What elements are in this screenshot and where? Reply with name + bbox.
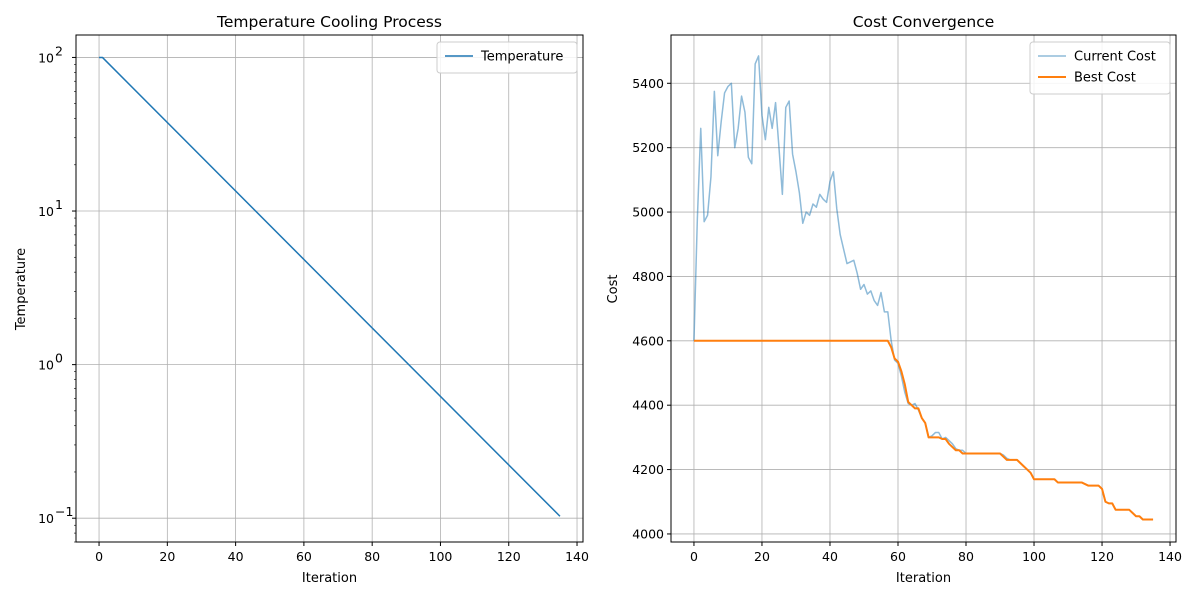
legend-label: Current Cost xyxy=(1074,50,1156,65)
y-tick-label: 5200 xyxy=(632,140,664,155)
x-tick-label: 120 xyxy=(497,549,521,564)
x-axis-label: Iteration xyxy=(896,571,951,586)
legend-label: Best Cost xyxy=(1074,71,1136,86)
legend-box xyxy=(1029,41,1171,95)
x-tick-label: 80 xyxy=(364,549,380,564)
x-tick-label: 100 xyxy=(429,549,453,564)
y-tick-label: 10 xyxy=(38,204,54,219)
x-tick-label: 60 xyxy=(890,549,906,564)
x-tick-label: 20 xyxy=(754,549,770,564)
best-cost-line xyxy=(693,339,1154,521)
y-tick-exponent: −1 xyxy=(55,504,73,519)
x-tick-label: 140 xyxy=(565,549,589,564)
x-tick-label: 20 xyxy=(159,549,175,564)
legend: Temperature xyxy=(436,41,578,74)
plot-frame xyxy=(670,34,1177,543)
current-cost-line xyxy=(693,55,1154,521)
y-tick-label: 5000 xyxy=(632,205,664,220)
y-tick-exponent: 2 xyxy=(55,43,63,58)
y-tick-label: 4800 xyxy=(632,269,664,284)
y-tick-label: 10 xyxy=(38,511,54,526)
legend-box xyxy=(436,41,578,74)
legend-label: Temperature xyxy=(480,50,563,65)
x-tick-label: 140 xyxy=(1158,549,1182,564)
plot-frame xyxy=(75,34,584,543)
x-tick-label: 0 xyxy=(95,549,103,564)
y-tick-label: 4200 xyxy=(632,462,664,477)
y-tick-label: 4600 xyxy=(632,333,664,348)
y-tick-label: 4400 xyxy=(632,398,664,413)
chart-title: Temperature Cooling Process xyxy=(216,13,442,31)
y-axis-label: Temperature xyxy=(14,248,29,331)
y-tick-exponent: 0 xyxy=(55,351,63,366)
x-tick-label: 80 xyxy=(958,549,974,564)
x-tick-label: 40 xyxy=(822,549,838,564)
chart-title: Cost Convergence xyxy=(853,13,995,31)
temperature-chart: Temperature Cooling Process Iteration Te… xyxy=(14,13,589,586)
y-tick-exponent: 1 xyxy=(55,197,63,212)
temperature-line xyxy=(99,56,561,517)
x-tick-label: 120 xyxy=(1090,549,1114,564)
cost-chart: Cost Convergence Iteration Cost 0 20 40 60 8… xyxy=(606,13,1182,586)
y-tick-label: 10 xyxy=(38,50,54,65)
x-tick-label: 100 xyxy=(1022,549,1046,564)
y-axis-label: Cost xyxy=(606,275,621,304)
x-tick-label: 40 xyxy=(228,549,244,564)
y-tick-label: 5400 xyxy=(632,76,664,91)
y-tick-label: 10 xyxy=(38,358,54,373)
y-tick-label: 4000 xyxy=(632,526,664,541)
x-tick-label: 0 xyxy=(690,549,698,564)
x-tick-label: 60 xyxy=(296,549,312,564)
legend: Current Cost Best Cost xyxy=(1029,41,1171,95)
x-axis-label: Iteration xyxy=(302,571,357,586)
